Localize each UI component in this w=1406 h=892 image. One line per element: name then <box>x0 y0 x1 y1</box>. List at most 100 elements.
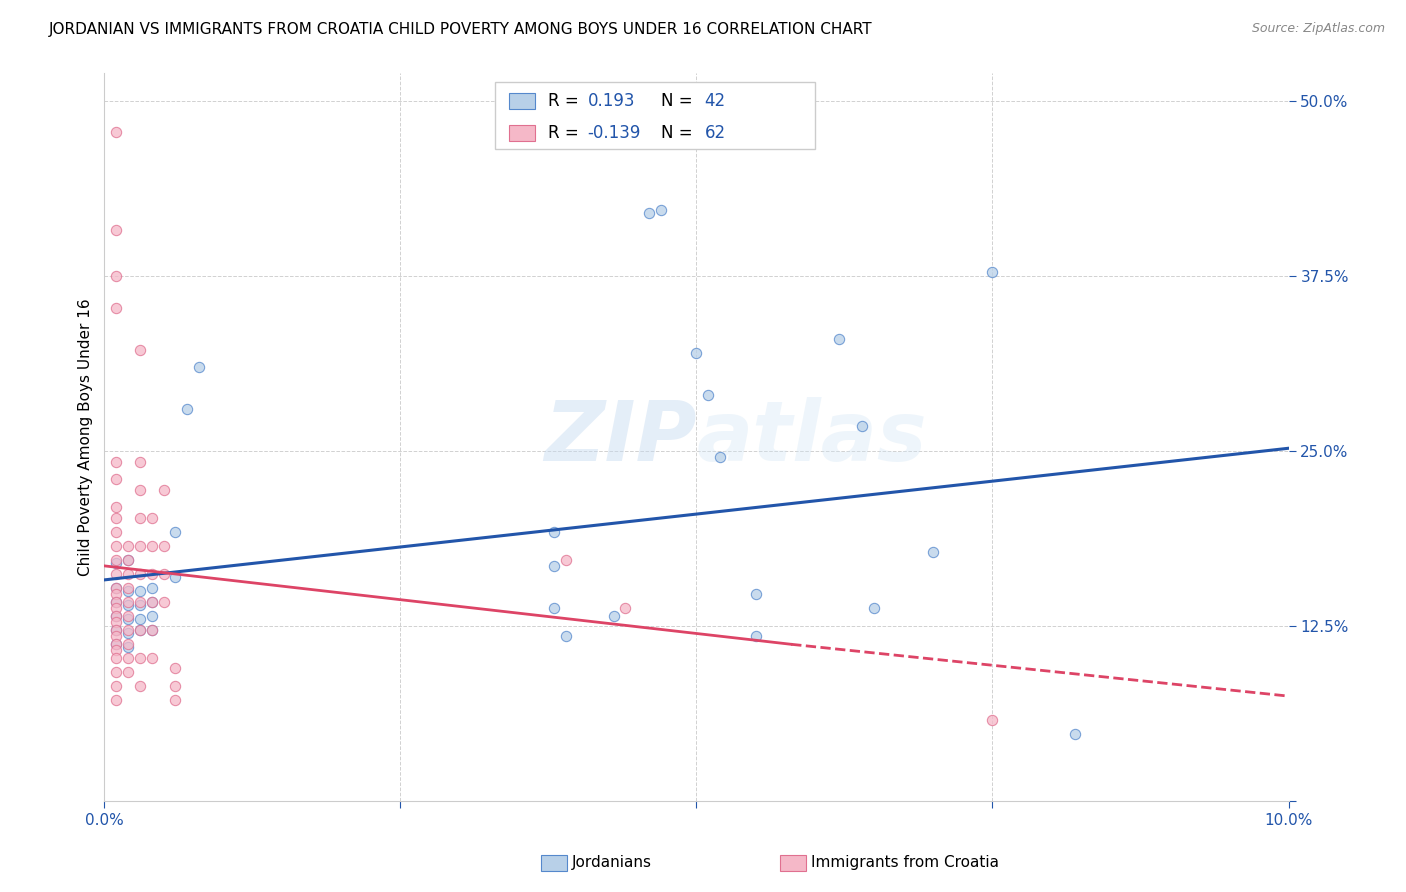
Point <box>105 525 128 540</box>
Point <box>105 595 128 609</box>
Point <box>105 609 128 624</box>
Point <box>555 629 578 643</box>
Point <box>165 679 187 693</box>
Point <box>141 582 163 596</box>
Point <box>129 511 152 525</box>
Point <box>152 483 174 498</box>
Point <box>141 651 163 665</box>
Point <box>105 643 128 657</box>
Point <box>129 567 152 582</box>
Point <box>141 595 163 609</box>
Point <box>105 511 128 525</box>
Point <box>117 595 139 609</box>
Point <box>176 402 198 417</box>
Text: Immigrants from Croatia: Immigrants from Croatia <box>811 855 1000 870</box>
Point <box>650 203 672 218</box>
Point <box>141 609 163 624</box>
Point <box>105 629 128 643</box>
Point <box>129 539 152 553</box>
Point <box>141 595 163 609</box>
Point <box>141 567 163 582</box>
Text: 0.193: 0.193 <box>588 92 636 111</box>
Point <box>141 539 163 553</box>
Point <box>117 553 139 567</box>
Text: -0.139: -0.139 <box>588 124 641 142</box>
Point <box>105 539 128 553</box>
Point <box>105 624 128 638</box>
Point <box>105 600 128 615</box>
Point <box>129 651 152 665</box>
Point <box>129 584 152 599</box>
Point <box>602 609 624 624</box>
Y-axis label: Child Poverty Among Boys Under 16: Child Poverty Among Boys Under 16 <box>79 298 93 576</box>
Point <box>981 713 1004 727</box>
Point <box>105 301 128 316</box>
Point <box>685 346 707 360</box>
Point <box>981 265 1004 279</box>
Point <box>129 679 152 693</box>
Point <box>165 525 187 540</box>
Point <box>105 455 128 469</box>
Point <box>105 125 128 139</box>
Point <box>922 545 945 559</box>
Point <box>117 609 139 624</box>
Point <box>105 556 128 570</box>
Point <box>543 600 565 615</box>
Text: R =: R = <box>548 92 585 111</box>
Point <box>105 500 128 514</box>
Point <box>543 558 565 573</box>
Point <box>105 624 128 638</box>
Point <box>744 629 766 643</box>
Point <box>141 624 163 638</box>
Point <box>851 418 873 433</box>
Point <box>117 567 139 582</box>
Point <box>165 570 187 584</box>
Point <box>117 598 139 612</box>
Point <box>188 359 211 374</box>
Point <box>105 679 128 693</box>
Point <box>105 651 128 665</box>
Point <box>129 595 152 609</box>
Text: N =: N = <box>661 124 697 142</box>
FancyBboxPatch shape <box>509 93 536 109</box>
Point <box>117 553 139 567</box>
Point <box>117 651 139 665</box>
Point <box>105 693 128 707</box>
Point <box>105 553 128 567</box>
Point <box>152 539 174 553</box>
Point <box>141 624 163 638</box>
Text: R =: R = <box>548 124 585 142</box>
Point <box>117 624 139 638</box>
Point <box>105 567 128 582</box>
Text: 62: 62 <box>704 124 725 142</box>
FancyBboxPatch shape <box>495 82 815 150</box>
Point <box>105 665 128 680</box>
Point <box>117 584 139 599</box>
Point <box>105 582 128 596</box>
Point <box>117 640 139 654</box>
Text: JORDANIAN VS IMMIGRANTS FROM CROATIA CHILD POVERTY AMONG BOYS UNDER 16 CORRELATI: JORDANIAN VS IMMIGRANTS FROM CROATIA CHI… <box>49 22 873 37</box>
Point <box>105 582 128 596</box>
Point <box>105 595 128 609</box>
Point <box>152 567 174 582</box>
Point <box>105 637 128 651</box>
Point <box>1064 727 1087 741</box>
Point <box>117 539 139 553</box>
Point <box>638 206 661 220</box>
Point <box>543 525 565 540</box>
Text: N =: N = <box>661 92 697 111</box>
Point <box>129 624 152 638</box>
Point <box>105 268 128 283</box>
Point <box>129 598 152 612</box>
Point <box>129 612 152 626</box>
Point <box>117 637 139 651</box>
Point <box>129 483 152 498</box>
Point <box>117 612 139 626</box>
Text: ZIP: ZIP <box>544 397 696 477</box>
Point <box>555 553 578 567</box>
Text: atlas: atlas <box>696 397 927 477</box>
Point <box>105 472 128 486</box>
Point <box>863 600 886 615</box>
Point <box>129 624 152 638</box>
Point <box>105 587 128 601</box>
